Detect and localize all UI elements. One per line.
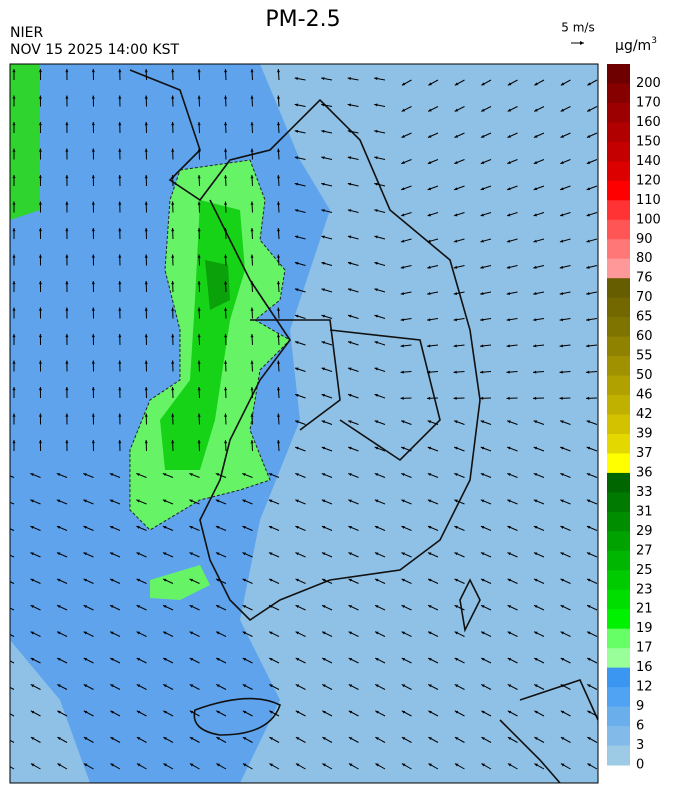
agency: NIER <box>10 25 43 41</box>
colorbar-label: 76 <box>636 271 653 286</box>
colorbar-label: 100 <box>636 212 661 227</box>
colorbar-label: 9 <box>636 699 644 714</box>
colorbar-label: 70 <box>636 290 653 305</box>
map <box>4 64 598 783</box>
wind-arrow-head <box>4 473 7 476</box>
colorbar-cell <box>607 142 630 162</box>
colorbar-cell <box>607 259 630 279</box>
colorbar-cell <box>607 415 630 435</box>
colorbar-cell <box>607 122 630 142</box>
colorbar-cell <box>607 298 630 318</box>
green-region <box>10 64 40 220</box>
wind-arrow-head <box>4 579 7 582</box>
colorbar-cell <box>607 492 630 512</box>
colorbar-cell <box>607 239 630 259</box>
wind-arrow-head <box>4 764 7 767</box>
wind-arrow-head <box>4 526 7 529</box>
colorbar-label: 55 <box>636 349 653 364</box>
colorbar-label: 12 <box>636 680 653 695</box>
colorbar-label: 160 <box>636 115 661 130</box>
colorbar-cell <box>607 161 630 181</box>
colorbar-label: 90 <box>636 232 653 247</box>
colorbar-cell <box>607 337 630 357</box>
unit: μg/m3 <box>615 36 657 55</box>
unit-power: 3 <box>651 36 657 46</box>
wind-arrow-head <box>4 632 7 635</box>
colorbar-cell <box>607 687 630 707</box>
colorbar-cell <box>607 648 630 668</box>
colorbar-label: 39 <box>636 426 653 441</box>
colorbar-cell <box>607 551 630 571</box>
colorbar-cell <box>607 220 630 240</box>
colorbar: 2001701601501401201101009080767065605550… <box>607 64 661 773</box>
wind-scale-arrow <box>571 41 584 45</box>
colorbar-label: 0 <box>636 758 644 773</box>
wind-arrow-head <box>4 684 7 687</box>
colorbar-label: 120 <box>636 173 661 188</box>
wind-arrow-head <box>4 500 7 503</box>
colorbar-cell <box>607 395 630 415</box>
colorbar-label: 31 <box>636 504 653 519</box>
colorbar-label: 23 <box>636 582 653 597</box>
colorbar-label: 50 <box>636 368 653 383</box>
colorbar-label: 140 <box>636 154 661 169</box>
colorbar-cell <box>607 317 630 337</box>
colorbar-label: 80 <box>636 251 653 266</box>
wind-arrow-head <box>4 737 7 740</box>
colorbar-cell <box>607 453 630 473</box>
colorbar-label: 19 <box>636 621 653 636</box>
colorbar-cell <box>607 434 630 454</box>
colorbar-cell <box>607 570 630 590</box>
colorbar-cell <box>607 278 630 298</box>
colorbar-cell <box>607 531 630 551</box>
colorbar-label: 60 <box>636 329 653 344</box>
colorbar-cell <box>607 707 630 727</box>
unit-base: μg/m <box>615 38 651 54</box>
colorbar-cell <box>607 746 630 766</box>
wind-scale-label: 5 m/s <box>561 21 594 35</box>
colorbar-cell <box>607 376 630 396</box>
wind-arrow-head <box>4 552 7 555</box>
colorbar-label: 29 <box>636 524 653 539</box>
colorbar-cell <box>607 181 630 201</box>
wind-arrow-head <box>4 711 7 714</box>
colorbar-label: 21 <box>636 602 653 617</box>
datetime: NOV 15 2025 14:00 KST <box>10 42 179 58</box>
colorbar-label: 33 <box>636 485 653 500</box>
colorbar-cell <box>607 473 630 493</box>
colorbar-cell <box>607 726 630 746</box>
colorbar-cell <box>607 356 630 376</box>
colorbar-label: 170 <box>636 95 661 110</box>
colorbar-label: 46 <box>636 388 653 403</box>
colorbar-cell <box>607 103 630 123</box>
colorbar-label: 27 <box>636 543 653 558</box>
colorbar-cell <box>607 629 630 649</box>
colorbar-cell <box>607 609 630 629</box>
title: PM-2.5 <box>265 7 340 32</box>
colorbar-cell <box>607 64 630 84</box>
colorbar-cell <box>607 668 630 688</box>
colorbar-label: 17 <box>636 641 653 656</box>
colorbar-label: 37 <box>636 446 653 461</box>
colorbar-label: 110 <box>636 193 661 208</box>
colorbar-cell <box>607 200 630 220</box>
colorbar-label: 25 <box>636 563 653 578</box>
colorbar-label: 150 <box>636 134 661 149</box>
wind-arrow-head <box>4 658 7 661</box>
colorbar-label: 16 <box>636 660 653 675</box>
colorbar-label: 42 <box>636 407 653 422</box>
colorbar-label: 200 <box>636 76 661 91</box>
colorbar-cell <box>607 590 630 610</box>
colorbar-cell <box>607 512 630 532</box>
colorbar-label: 36 <box>636 465 653 480</box>
colorbar-cell <box>607 83 630 103</box>
colorbar-label: 65 <box>636 310 653 325</box>
colorbar-label: 3 <box>636 738 644 753</box>
colorbar-label: 6 <box>636 719 644 734</box>
wind-arrow-head <box>4 605 7 608</box>
